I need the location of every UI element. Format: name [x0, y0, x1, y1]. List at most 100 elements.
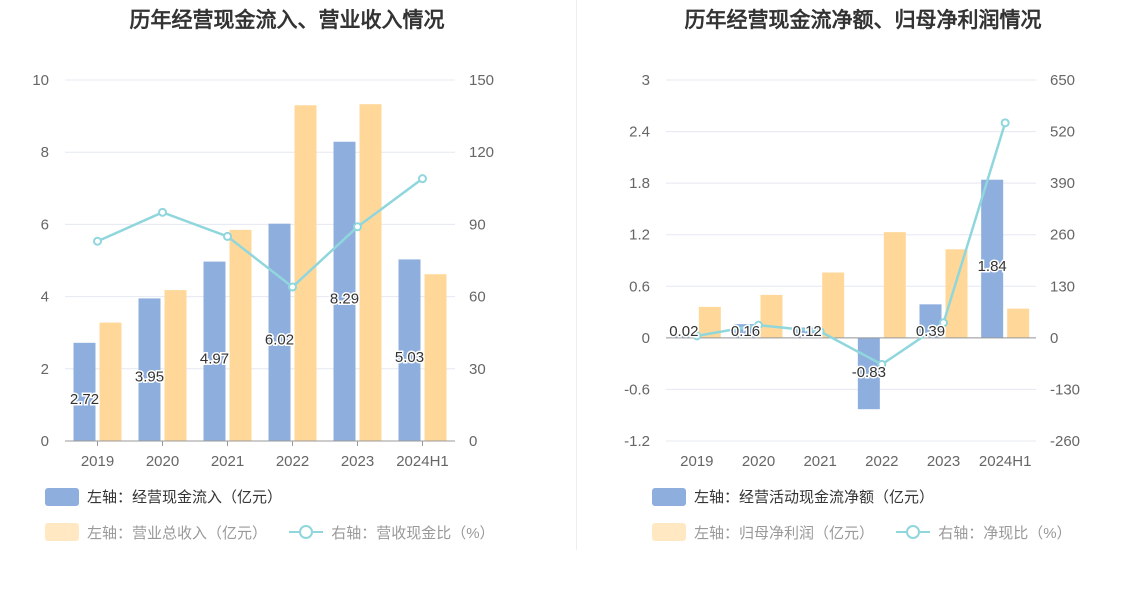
left-right-tick-label: 90	[469, 216, 486, 233]
left-line-series	[96, 177, 424, 289]
left-x-tick-label: 2021	[211, 453, 244, 470]
right-data-label: 0.12	[793, 323, 822, 340]
right-x-tick-label: 2024H1	[979, 453, 1032, 470]
left-bar-series1	[398, 259, 421, 441]
right-right-tick-label: 520	[1050, 124, 1075, 141]
right-x-tick-label: 2020	[742, 453, 775, 470]
left-left-tick-label: 4	[41, 289, 49, 306]
right-left-tick-label: 2.4	[629, 124, 650, 141]
left-data-label: 6.02	[265, 331, 294, 348]
right-chart: -1.2 -0.6 0 0.6 1.2 1.8 2.4 3 -260 -130 0 130 260 390…	[624, 72, 1080, 470]
right-bar-series2	[1007, 308, 1030, 338]
legend-item-right-line[interactable]: 右轴：净现比（%）	[896, 522, 1072, 543]
left-bar-series2	[424, 274, 447, 441]
right-line-point	[1000, 118, 1010, 128]
right-left-tick-label: 1.8	[629, 175, 650, 192]
right-x-tick-label: 2021	[803, 453, 836, 470]
left-bar-series1	[333, 141, 356, 441]
right-left-tick-label: 3	[642, 72, 650, 89]
legend-line-icon	[289, 523, 324, 541]
right-bar-series2	[698, 306, 721, 338]
left-data-label: 3.95	[135, 369, 164, 386]
left-bar-series2	[99, 322, 122, 441]
right-left-tick-label: -1.2	[624, 433, 650, 450]
legend-swatch-bar1	[45, 487, 79, 506]
right-right-tick-label: 390	[1050, 175, 1075, 192]
legend-item-left-bar2[interactable]: 左轴：营业总收入（亿元）	[45, 522, 267, 543]
left-x-tick-label: 2024H1	[396, 453, 449, 470]
left-bar-series1	[268, 223, 291, 441]
legend-label: 左轴：营业总收入（亿元）	[87, 524, 268, 542]
left-x-tick-label: 2019	[81, 453, 114, 470]
left-right-tick-label: 0	[469, 433, 477, 450]
right-bar-series2	[883, 232, 906, 338]
left-legend: 左轴：经营现金流入（亿元） 左轴：营业总收入（亿元） 右轴：营收现金比（%）	[45, 486, 513, 545]
legend-label: 右轴：净现比（%）	[938, 524, 1072, 542]
left-left-tick-label: 2	[41, 361, 49, 378]
panel-divider	[576, 0, 577, 550]
right-left-tick-label: 0	[642, 330, 650, 347]
left-line-point	[288, 282, 297, 292]
legend-item-right-bar2[interactable]: 左轴：归母净利润（亿元）	[652, 522, 874, 543]
left-left-tick-label: 0	[41, 433, 49, 450]
right-data-label: 0.39	[916, 323, 945, 340]
legend-swatch-bar2	[652, 523, 686, 541]
right-chart-title: 历年经营现金流净额、归母净利润情况	[684, 9, 1042, 32]
left-data-label: 2.72	[70, 391, 99, 408]
right-data-label: 0.16	[731, 323, 760, 340]
legend-item-left-bar1[interactable]: 左轴：经营现金流入（亿元）	[45, 486, 282, 507]
left-bar-series2	[359, 104, 382, 441]
right-data-label: 0.02	[669, 323, 698, 340]
left-left-tick-label: 8	[41, 144, 49, 161]
right-data-label: 1.84	[978, 258, 1007, 275]
right-bar-series2	[760, 294, 783, 338]
left-line-point	[93, 236, 102, 246]
legend-swatch-bar1	[652, 487, 686, 506]
right-legend: 左轴：经营活动现金流净额（亿元） 左轴：归母净利润（亿元） 右轴：净现比（%）	[652, 486, 1090, 545]
left-data-label: 8.29	[330, 290, 359, 307]
right-right-tick-label: 0	[1050, 330, 1058, 347]
left-right-tick-label: 30	[469, 361, 486, 378]
right-bar-series2	[945, 249, 968, 338]
left-line-point	[223, 231, 232, 241]
right-bar-series1	[796, 327, 819, 338]
legend-label: 左轴：归母净利润（亿元）	[694, 524, 875, 542]
right-line-point	[815, 327, 825, 337]
left-right-tick-label: 120	[469, 144, 494, 161]
right-right-tick-label: -260	[1050, 433, 1080, 450]
legend-label: 右轴：营收现金比（%）	[331, 524, 495, 542]
legend-line-icon	[896, 523, 931, 541]
left-line-point	[418, 174, 427, 184]
right-left-tick-label: -0.6	[624, 381, 650, 398]
left-data-label: 4.97	[200, 350, 229, 367]
left-left-tick-label: 6	[41, 216, 49, 233]
right-right-tick-label: 260	[1050, 227, 1075, 244]
left-x-tick-label: 2022	[276, 453, 309, 470]
right-left-tick-label: 1.2	[629, 227, 650, 244]
legend-swatch-bar2	[45, 523, 79, 541]
right-line-series	[696, 122, 1007, 366]
left-x-tick-label: 2020	[146, 453, 179, 470]
left-data-label: 5.03	[395, 349, 424, 366]
right-x-tick-label: 2019	[680, 453, 713, 470]
right-data-label: -0.83	[852, 364, 886, 381]
right-left-tick-label: 0.6	[629, 278, 650, 295]
legend-item-right-bar1[interactable]: 左轴：经营活动现金流净额（亿元）	[652, 486, 934, 507]
left-right-tick-label: 150	[469, 72, 494, 89]
right-right-tick-label: 650	[1050, 72, 1075, 89]
legend-label: 左轴：经营活动现金流净额（亿元）	[694, 489, 935, 506]
left-x-tick-label: 2023	[341, 453, 374, 470]
left-bar-series2	[294, 105, 317, 442]
left-bar-series1	[73, 342, 96, 441]
left-chart: 0 2 4 6 8 10 0 30 60 90 120 150 2019 2020 2021 2022 2023…	[32, 72, 494, 470]
right-x-tick-label: 2023	[927, 453, 960, 470]
left-line-point	[353, 222, 362, 232]
right-line-point	[939, 318, 948, 328]
legend-label: 左轴：经营现金流入（亿元）	[87, 489, 283, 506]
right-chart-panel: 历年经营现金流净额、归母净利润情况 -1.2 -0.6 0 0.6 1.2 1.8 2.4 3…	[578, 0, 1148, 589]
left-left-tick-label: 10	[32, 72, 49, 89]
left-bar-series1	[203, 261, 226, 441]
legend-item-left-line[interactable]: 右轴：营收现金比（%）	[289, 522, 495, 543]
left-bar-series2	[164, 290, 187, 441]
right-right-tick-label: 130	[1050, 278, 1075, 295]
